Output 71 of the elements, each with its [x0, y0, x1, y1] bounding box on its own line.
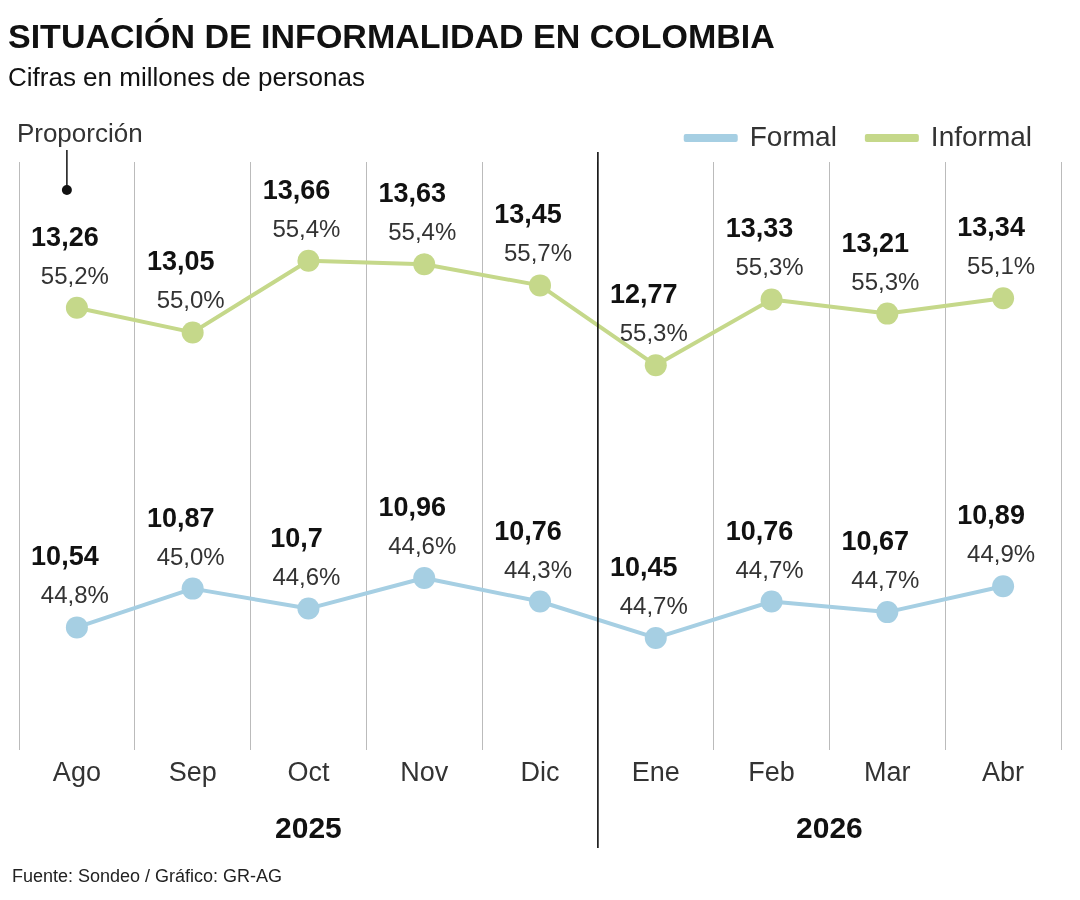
annotation: 55,3% — [619, 319, 688, 347]
data-label: 13,21 — [841, 227, 910, 258]
point — [644, 626, 667, 649]
point — [413, 253, 436, 276]
x-tick-label: Oct — [287, 757, 330, 788]
point — [181, 577, 204, 600]
annotation: 44,7% — [851, 566, 920, 594]
annotation: 44,3% — [503, 555, 573, 583]
annotation: 44,9% — [967, 540, 1036, 568]
point — [181, 321, 204, 344]
point — [529, 590, 551, 613]
annotation: 55,7% — [503, 239, 573, 267]
data-label: 13,63 — [378, 178, 447, 209]
data-label: 10,45 — [609, 551, 678, 582]
point — [297, 249, 320, 272]
annotation: 55,4% — [272, 214, 341, 242]
chart-title: SITUACIÓN DE INFORMALIDAD EN COLOMBIA — [8, 16, 775, 55]
text: 2025 — [275, 811, 342, 844]
point — [297, 597, 320, 620]
point — [992, 287, 1015, 310]
x-tick-label: Nov — [400, 757, 449, 788]
x-tick-label: Dic — [520, 757, 560, 788]
legend-label: Informal — [930, 120, 1033, 152]
point — [760, 288, 783, 311]
annotation: 44,6% — [272, 562, 341, 590]
annotation: 44,7% — [735, 555, 804, 583]
x-tick-label: Sep — [168, 757, 217, 788]
point — [876, 302, 899, 325]
data-label: 10,67 — [841, 526, 910, 557]
data-label: 10,96 — [378, 492, 447, 523]
chart-subtitle: Cifras en millones de personas — [8, 61, 365, 92]
point — [529, 274, 551, 297]
point — [760, 590, 783, 613]
point — [65, 296, 88, 319]
annotation: 55,2% — [40, 261, 109, 289]
data-label: 13,45 — [494, 199, 562, 230]
source-note: Fuente: Sondeo / Gráfico: GR-AG — [12, 866, 283, 886]
data-label: 13,66 — [262, 174, 331, 205]
data-label: 13,33 — [725, 213, 794, 244]
x-tick-label: Mar — [864, 757, 911, 788]
data-label: 13,34 — [957, 212, 1025, 243]
x-tick-label: Ago — [52, 757, 101, 788]
x-tick-label: Feb — [748, 757, 795, 788]
annotation: 45,0% — [156, 542, 225, 570]
point — [65, 616, 88, 639]
point — [644, 354, 667, 377]
annotation: 55,3% — [735, 253, 804, 281]
data-label: 10,76 — [494, 515, 562, 546]
legend-label: Formal — [749, 120, 837, 152]
data-label: 13,05 — [146, 246, 215, 277]
data-label: 10,89 — [957, 500, 1025, 531]
annotation: 44,7% — [619, 591, 688, 619]
data-label: 10,7 — [270, 522, 323, 553]
text: 2026 — [796, 811, 863, 844]
data-label: 13,26 — [31, 221, 99, 252]
data-label: 10,87 — [146, 502, 215, 533]
data-label: 10,76 — [725, 515, 794, 546]
x-tick-label: Ene — [631, 757, 680, 788]
annotation: 55,4% — [388, 218, 457, 246]
data-label: 12,77 — [609, 279, 678, 310]
annotation: 55,1% — [967, 252, 1036, 280]
point — [992, 575, 1015, 598]
x-tick-label: Abr — [982, 757, 1025, 788]
point — [413, 567, 436, 590]
annotation: 44,6% — [388, 532, 457, 560]
text: Proporción — [16, 118, 143, 148]
annotation: 55,0% — [156, 286, 225, 314]
data-label: 10,54 — [31, 541, 99, 572]
annotation: 44,8% — [40, 581, 109, 609]
point — [876, 601, 899, 624]
annotation: 55,3% — [851, 267, 920, 295]
